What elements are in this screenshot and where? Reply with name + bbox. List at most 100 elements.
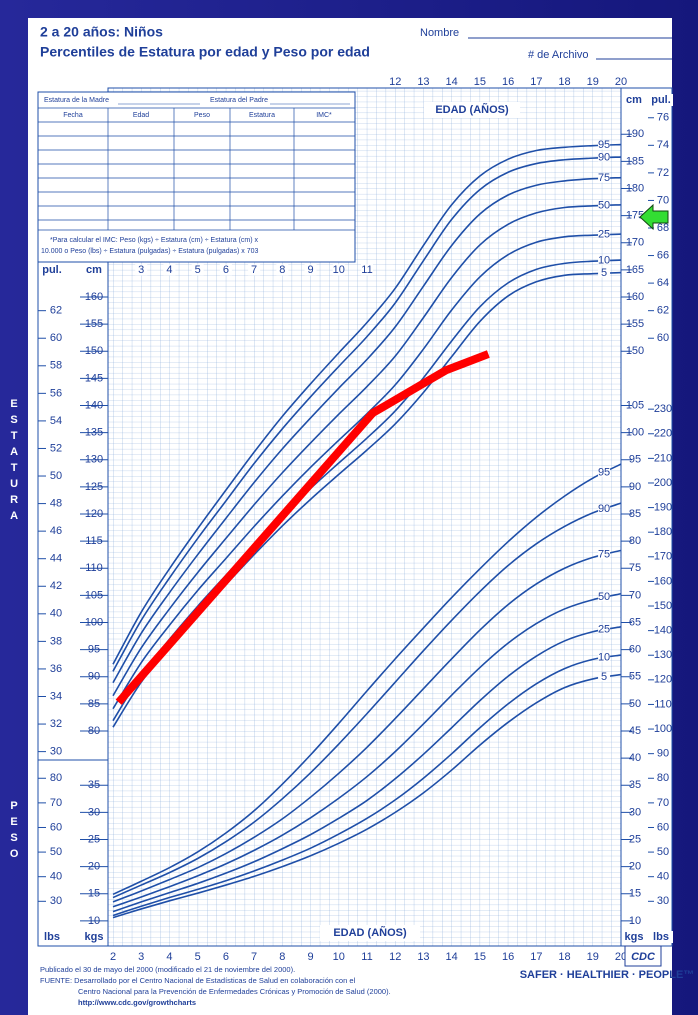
inch-tick-label: 42 — [50, 580, 62, 592]
y2-tick-label-right: 20 — [629, 861, 641, 873]
lb-tick-label-right: 170 — [654, 551, 672, 563]
x-tick-label-top: 12 — [389, 76, 401, 88]
x-tick-label: 14 — [446, 951, 458, 963]
label-box — [598, 625, 611, 634]
left-axis-box — [37, 261, 109, 947]
y2-tick-label-right: 85 — [629, 508, 641, 520]
y-tick-label: 90 — [88, 671, 100, 683]
name-label: Nombre — [420, 27, 459, 39]
unit-label: pul. — [42, 264, 62, 276]
label-box — [598, 201, 611, 210]
x-tick-label: 7 — [251, 951, 257, 963]
label-box — [598, 505, 611, 514]
lb-tick-label-right: 210 — [654, 452, 672, 464]
y2-tick-label-right: 80 — [629, 535, 641, 547]
y-tick-label: 160 — [85, 291, 103, 303]
label-box — [332, 264, 345, 276]
form-note: 10.000 o Peso (lbs) ÷ Estatura (pulgadas… — [41, 248, 259, 255]
form-column: Estatura — [249, 112, 275, 119]
percentile-label: 25 — [598, 229, 610, 241]
lb-tick-label-right: 50 — [657, 846, 669, 858]
unit-label: cm — [626, 94, 642, 106]
inch-tick-label: 32 — [50, 718, 62, 730]
x-tick-label-inner: 10 — [333, 264, 345, 276]
logo: CDC — [631, 951, 656, 963]
percentile-label: 10 — [598, 255, 610, 267]
x-tick-label-inner: 6 — [223, 264, 229, 276]
inch-tick-label: 54 — [50, 415, 62, 427]
percentile-curve — [112, 203, 622, 697]
unit-label: kgs — [625, 931, 644, 943]
percentile-label: 75 — [598, 548, 610, 560]
lb-tick-label-right: 100 — [654, 723, 672, 735]
y-tick-label-right: 180 — [626, 182, 644, 194]
inch-tick-label: 48 — [50, 497, 62, 509]
label-box — [598, 550, 611, 559]
percentile-label: 75 — [598, 172, 610, 184]
percentile-curve — [112, 156, 622, 672]
y2-tick-label-right: 40 — [629, 752, 641, 764]
form-column: IMC* — [316, 112, 332, 119]
inch-tick-label: 62 — [50, 305, 62, 317]
percentile-label: 90 — [598, 152, 610, 164]
x-tick-label-top: 18 — [558, 76, 570, 88]
x-tick-label-top: 19 — [587, 76, 599, 88]
x-tick-label: 12 — [389, 951, 401, 963]
x-tick-label: 17 — [530, 951, 542, 963]
y2-tick-label-right: 100 — [626, 427, 644, 439]
y2-tick-label-right: 50 — [629, 698, 641, 710]
percentile-label: 10 — [598, 652, 610, 664]
x-tick-label: 15 — [474, 951, 486, 963]
x-tick-label: 6 — [223, 951, 229, 963]
lb-tick-label: 40 — [50, 871, 62, 883]
lb-tick-label-right: 30 — [657, 895, 669, 907]
percentile-label: 50 — [598, 591, 610, 603]
label-box — [40, 264, 64, 276]
form-table — [37, 91, 356, 263]
y2-tick-label-right: 30 — [629, 806, 641, 818]
patient-line — [115, 350, 490, 705]
y-tick-label-right: 175 — [626, 210, 644, 222]
x-tick-label-top: 15 — [474, 76, 486, 88]
x-axis-title: EDAD (AÑOS) — [435, 103, 509, 116]
y-tick-label: 140 — [85, 399, 103, 411]
y-tick-label-right: 190 — [626, 128, 644, 140]
label-box — [320, 925, 420, 941]
label-box — [598, 269, 611, 278]
lb-tick-label-right: 110 — [654, 698, 672, 710]
label-box — [219, 264, 232, 276]
x-tick-label: 18 — [558, 951, 570, 963]
lb-tick-label: 70 — [50, 797, 62, 809]
percentile-curve — [112, 592, 622, 908]
x-tick-label: 16 — [502, 951, 514, 963]
form-column: Edad — [133, 112, 149, 119]
lb-tick-label: 80 — [50, 772, 62, 784]
label-box — [598, 141, 611, 150]
label-box — [424, 102, 520, 118]
y-tick-label: 130 — [85, 454, 103, 466]
label-box — [598, 593, 611, 602]
label-box — [598, 230, 611, 239]
x-tick-label: 8 — [279, 951, 285, 963]
y-tick-label: 150 — [85, 345, 103, 357]
y2-tick-label-right: 75 — [629, 562, 641, 574]
percentile-curve — [112, 673, 622, 919]
label-box — [598, 653, 611, 662]
title: 2 a 20 años: Niños — [40, 24, 163, 40]
x-tick-label-inner: 3 — [138, 264, 144, 276]
y2-tick-label-right: 90 — [629, 481, 641, 493]
footer-line: Centro Nacional para la Prevención de En… — [78, 987, 391, 996]
inch-tick-label: 36 — [50, 663, 62, 675]
inch-tick-label-right: 64 — [657, 277, 669, 289]
y2-tick-label-right: 15 — [629, 888, 641, 900]
y-tick-label: 95 — [88, 644, 100, 656]
y2-tick-label: 20 — [88, 861, 100, 873]
y2-tick-label-right: 65 — [629, 616, 641, 628]
y2-tick-label: 30 — [88, 806, 100, 818]
label-box — [40, 931, 64, 943]
percentile-curve — [112, 549, 622, 903]
percentile-label: 5 — [601, 267, 607, 279]
x-tick-label: 19 — [587, 951, 599, 963]
y2-tick-label-right: 95 — [629, 454, 641, 466]
label-box — [82, 931, 106, 943]
